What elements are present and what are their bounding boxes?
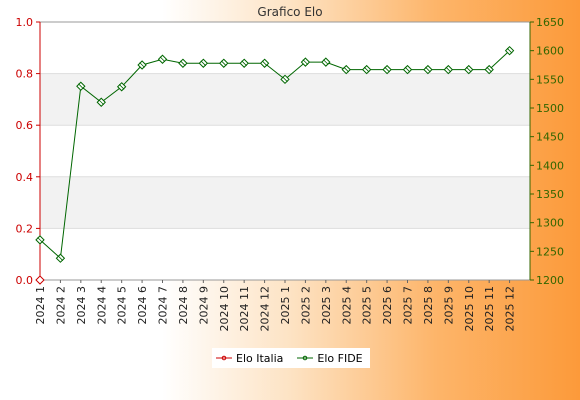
- x-tick-label: 2024 4: [95, 286, 108, 325]
- series-elo-italia: [35, 275, 45, 285]
- data-point-mark: [445, 66, 452, 73]
- data-point-mark: [200, 60, 207, 67]
- plot-area: [39, 21, 531, 281]
- x-tick-label: 2024 8: [177, 286, 190, 325]
- legend-item-elo-fide: Elo FIDE: [297, 351, 363, 365]
- x-tick-label: 2024 7: [157, 286, 170, 325]
- data-point-mark: [180, 60, 186, 67]
- right-tick-label: 1450: [536, 131, 564, 144]
- data-point-mark: [118, 84, 125, 90]
- x-tick-label: 2024 12: [259, 286, 272, 332]
- x-axis: 2024 1 2024 2 2024 3 2024 4 2024 5 2024 6 2024…: [34, 280, 517, 332]
- data-point: [35, 275, 45, 285]
- data-point-mark: [261, 60, 268, 67]
- data-point-mark: [57, 255, 64, 261]
- data-point-mark: [139, 62, 145, 68]
- data-point-mark: [282, 76, 288, 83]
- right-tick-label: 1250: [536, 245, 564, 258]
- x-tick-label: 2024 11: [238, 286, 251, 332]
- data-point-mark: [363, 66, 370, 73]
- x-tick-label: 2025 9: [442, 286, 455, 325]
- x-tick-label: 2025 12: [504, 286, 517, 332]
- x-tick-label: 2025 3: [320, 286, 333, 325]
- data-point-mark: [343, 66, 350, 73]
- plot-background: [40, 22, 530, 280]
- data-point-mark: [98, 99, 105, 106]
- legend-label: Elo FIDE: [317, 351, 363, 365]
- data-point-mark: [159, 56, 166, 63]
- data-point-mark: [486, 66, 492, 73]
- left-tick-label: 1.0: [16, 16, 34, 29]
- x-tick-label: 2024 1: [34, 286, 47, 325]
- right-tick-label: 1650: [536, 16, 564, 29]
- right-tick-label: 1200: [536, 274, 564, 287]
- chart-title: Grafico Elo: [257, 5, 322, 19]
- x-tick-label: 2025 2: [299, 286, 312, 325]
- right-y-axis: 1200 1250 1300 1350 1400 1450 1500 1550 1600 1650: [529, 16, 564, 287]
- series-elo-fide: [35, 45, 515, 263]
- legend-item-elo-italia: Elo Italia: [216, 352, 283, 365]
- x-tick-label: 2024 10: [218, 286, 231, 332]
- data-point-mark: [323, 59, 329, 65]
- x-tick-label: 2024 2: [54, 286, 67, 325]
- data-point-mark: [220, 60, 227, 67]
- x-tick-label: 2025 7: [402, 286, 415, 325]
- right-tick-label: 1600: [536, 45, 564, 58]
- left-tick-label: 0.4: [16, 171, 34, 184]
- right-tick-label: 1400: [536, 159, 564, 172]
- right-tick-label: 1500: [536, 102, 564, 115]
- x-tick-label: 2025 6: [381, 286, 394, 325]
- data-point-mark: [425, 66, 431, 73]
- x-tick-label: 2024 5: [116, 286, 129, 325]
- grid-band: [40, 176, 530, 229]
- x-tick-label: 2024 6: [136, 286, 149, 325]
- left-y-axis: 0.0 0.2 0.4 0.6 0.8 1.0: [16, 16, 41, 287]
- data-point-mark: [302, 59, 309, 65]
- x-tick-label: 2025 1: [279, 286, 292, 325]
- legend-marker-icon: [297, 355, 314, 361]
- x-tick-label: 2025 10: [463, 286, 476, 332]
- left-tick-label: 0.2: [16, 222, 34, 235]
- data-point-mark: [465, 66, 472, 73]
- legend-label: Elo Italia: [236, 351, 284, 365]
- x-tick-label: 2024 9: [197, 286, 210, 325]
- data-point-mark: [37, 237, 43, 243]
- x-tick-label: 2025 4: [340, 286, 353, 325]
- right-tick-label: 1350: [536, 188, 564, 201]
- legend: Elo Italia Elo FIDE: [212, 348, 370, 368]
- x-tick-label: 2025 5: [361, 286, 374, 325]
- x-tick-label: 2024 3: [75, 286, 88, 325]
- x-tick-label: 2025 11: [483, 286, 496, 332]
- left-tick-label: 0.0: [16, 274, 34, 287]
- data-point-mark: [78, 83, 84, 89]
- left-tick-label: 0.6: [16, 119, 34, 132]
- right-tick-label: 1550: [536, 73, 564, 86]
- left-tick-label: 0.8: [16, 68, 34, 81]
- x-tick-label: 2025 8: [422, 286, 435, 325]
- data-point-mark: [404, 66, 411, 73]
- data-point-mark: [384, 66, 390, 73]
- data-point-mark: [241, 60, 247, 67]
- data-point-mark: [506, 47, 513, 54]
- legend-marker-icon: [216, 355, 232, 361]
- right-tick-label: 1300: [536, 217, 564, 230]
